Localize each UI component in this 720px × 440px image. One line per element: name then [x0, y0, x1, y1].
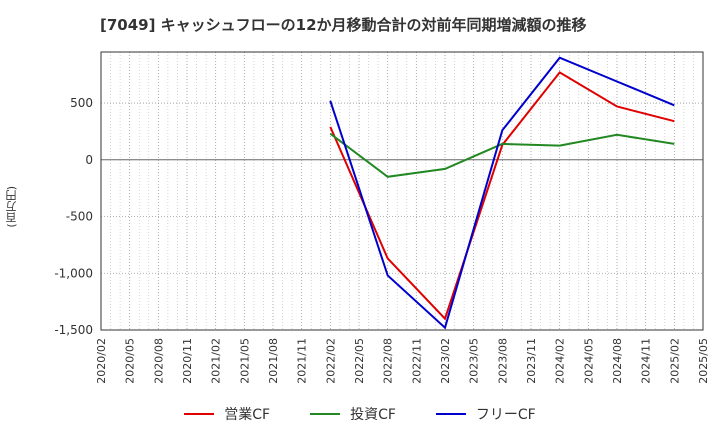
x-tick-label: 2022/11 [410, 338, 423, 384]
legend-swatch-free-cf [435, 413, 466, 415]
y-tick-labels: 500 0 -500 -1,000 -1,500 [54, 96, 93, 337]
y-tick-label: 0 [85, 153, 93, 167]
x-tick-label: 2020/11 [181, 338, 194, 384]
series-line-0 [329, 71, 675, 321]
x-tick-label: 2021/11 [296, 338, 309, 384]
legend-label-free-cf: フリーCF [475, 407, 536, 423]
x-tick-label: 2025/05 [697, 338, 710, 384]
x-tick-label: 2021/02 [210, 338, 223, 384]
x-tick-labels: 2020/02 2020/05 2020/08 2020/11 2021/02 2021/… [95, 338, 710, 384]
y-tick-label: 500 [70, 96, 93, 110]
x-tick-label: 2022/02 [324, 338, 337, 384]
x-tick-label: 2024/02 [554, 338, 567, 384]
x-tick-label: 2020/05 [124, 338, 137, 384]
legend-swatch-investing-cf [310, 413, 341, 415]
x-tick-label: 2024/11 [640, 338, 653, 384]
legend-label-investing-cf: 投資CF [350, 407, 396, 423]
series-line-1 [329, 132, 675, 178]
x-tick-label: 2024/08 [611, 338, 624, 384]
x-tick-label: 2023/05 [468, 338, 481, 384]
legend-swatch-operating-cf [184, 413, 215, 415]
y-tick-label: -500 [66, 210, 93, 224]
x-tick-label: 2022/08 [382, 338, 395, 384]
series-lines [329, 56, 675, 330]
series-line-2 [329, 56, 675, 330]
legend-label-operating-cf: 営業CF [224, 407, 271, 423]
x-tick-label: 2024/05 [582, 338, 595, 384]
chart-title: [7049] キャッシュフローの12か月移動合計の対前年同期増減額の推移 [100, 16, 587, 34]
legend-item-free-cf: フリーCF [435, 404, 536, 424]
x-tick-label: 2022/05 [353, 338, 366, 384]
x-tick-label: 2023/08 [496, 338, 509, 384]
x-tick-label: 2025/02 [668, 338, 681, 384]
x-tick-label: 2020/08 [152, 338, 165, 384]
x-tick-label: 2020/02 [95, 338, 108, 384]
plot-area-border [100, 51, 704, 331]
x-tick-label: 2021/05 [238, 338, 251, 384]
legend-item-operating-cf: 営業CF [184, 404, 270, 424]
x-tick-label: 2023/02 [439, 338, 452, 384]
y-tick-label: -1,500 [54, 323, 93, 337]
legend-item-investing-cf: 投資CF [310, 404, 396, 424]
y-tick-label: -1,000 [54, 266, 93, 280]
x-tick-label: 2021/08 [267, 338, 280, 384]
legend: 営業CF 投資CF フリーCF [0, 404, 720, 424]
x-tick-label: 2023/11 [525, 338, 538, 384]
